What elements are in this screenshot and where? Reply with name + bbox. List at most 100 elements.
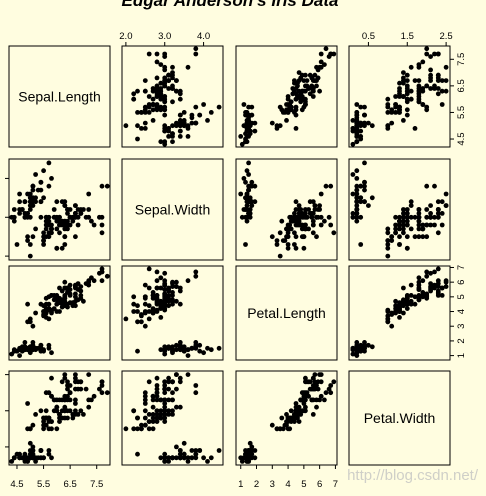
data-point <box>185 459 191 464</box>
panel-frame <box>235 370 338 466</box>
data-point <box>170 390 175 396</box>
panel-sepal-length-vs-sepal-length: Sepal.Length <box>8 45 111 148</box>
x-tick-label: 7.5 <box>90 479 103 490</box>
data-point <box>314 404 319 410</box>
data-point <box>135 110 140 115</box>
data-point <box>154 285 160 291</box>
data-point <box>62 375 68 381</box>
data-point <box>59 199 65 205</box>
data-point <box>158 80 164 86</box>
data-point <box>354 211 360 216</box>
data-point <box>185 125 191 131</box>
data-point <box>404 112 410 118</box>
data-point <box>146 285 152 291</box>
data-point <box>123 426 129 432</box>
data-point <box>131 294 137 300</box>
data-point <box>174 88 179 94</box>
data-point <box>416 222 422 228</box>
data-point <box>252 183 258 189</box>
data-point <box>435 214 441 220</box>
data-point <box>416 293 422 298</box>
data-point <box>30 234 36 240</box>
data-point <box>397 104 402 110</box>
data-point <box>162 404 168 410</box>
data-point <box>385 242 391 247</box>
data-point <box>424 273 430 279</box>
data-point <box>177 120 183 126</box>
data-point <box>318 222 324 228</box>
data-point <box>43 226 49 232</box>
data-point <box>290 91 296 97</box>
data-point <box>428 203 433 209</box>
data-point <box>142 393 148 399</box>
data-point <box>49 176 54 181</box>
data-point <box>416 64 422 70</box>
data-point <box>416 86 422 91</box>
data-point <box>166 134 172 139</box>
data-point <box>154 102 160 107</box>
data-point <box>301 401 307 406</box>
data-point <box>177 91 183 97</box>
variable-label-sepal-width: Sepal.Width <box>135 202 210 218</box>
data-point <box>27 440 33 446</box>
data-point <box>177 455 183 461</box>
data-point <box>154 375 160 381</box>
data-point <box>162 83 168 89</box>
data-point <box>123 123 129 129</box>
data-point <box>246 160 252 166</box>
data-point <box>279 218 285 224</box>
data-point <box>174 347 179 353</box>
data-point <box>397 226 402 232</box>
data-point <box>170 408 175 414</box>
data-point <box>288 214 294 220</box>
data-point <box>99 383 105 388</box>
data-point <box>67 291 73 297</box>
panel-petal-length-vs-petal-width <box>348 265 451 361</box>
data-point <box>443 88 449 94</box>
data-point <box>177 448 183 453</box>
panel-frame <box>235 265 338 361</box>
data-point <box>177 340 183 345</box>
data-point <box>73 375 78 381</box>
data-point <box>181 455 187 461</box>
data-point <box>86 207 92 212</box>
data-point <box>162 123 168 129</box>
data-point <box>99 390 105 396</box>
data-point <box>54 245 60 251</box>
data-point <box>170 301 175 307</box>
data-point <box>78 408 84 414</box>
data-point <box>193 455 199 461</box>
data-point <box>299 390 305 396</box>
data-point <box>238 134 244 139</box>
data-point <box>25 459 30 464</box>
data-point <box>174 404 179 410</box>
data-point <box>181 451 187 457</box>
data-point <box>428 270 433 276</box>
data-point <box>35 455 41 461</box>
panel-frame <box>8 265 111 361</box>
data-point <box>301 88 307 94</box>
data-point <box>46 448 52 453</box>
data-point <box>146 110 152 115</box>
data-point <box>401 75 406 81</box>
data-point <box>280 110 286 115</box>
data-point <box>412 234 418 240</box>
data-point <box>307 91 313 97</box>
data-point <box>306 207 311 212</box>
data-point <box>177 301 183 307</box>
data-point <box>14 451 20 457</box>
data-point <box>43 222 49 228</box>
data-point <box>435 230 441 236</box>
data-point <box>424 222 430 228</box>
data-point <box>315 207 321 212</box>
data-point <box>397 315 402 320</box>
data-point <box>146 412 152 417</box>
data-point <box>142 110 148 115</box>
data-point <box>389 312 395 317</box>
data-point <box>298 214 304 220</box>
data-point <box>73 401 78 406</box>
data-point <box>358 136 364 142</box>
data-point <box>181 123 187 129</box>
data-point <box>73 372 78 377</box>
data-point <box>293 234 299 240</box>
